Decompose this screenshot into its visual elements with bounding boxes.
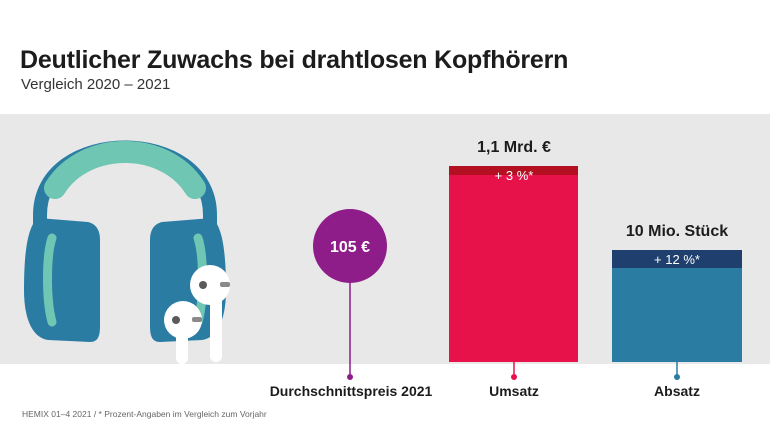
headphones-and-earbuds-icon: [24, 140, 230, 364]
price-value-label: 105 €: [330, 239, 370, 256]
category-label-2: Umsatz: [489, 383, 539, 399]
umsatz-change-label: + 3 %*: [495, 168, 534, 183]
price-stem-dot: [347, 374, 353, 380]
category-label-3: Absatz: [654, 383, 700, 399]
umsatz-value-label: 1,1 Mrd. €: [477, 139, 551, 156]
page-subtitle: Vergleich 2020 – 2021: [21, 76, 171, 93]
absatz-stem-dot: [674, 374, 680, 380]
absatz-bar: [612, 250, 742, 362]
absatz-change-segment: [612, 250, 742, 268]
price-circle: [313, 209, 387, 283]
umsatz-bar: [449, 166, 578, 362]
category-label-1: Durchschnittspreis 2021: [270, 383, 433, 399]
footnote: HEMIX 01–4 2021 / * Prozent-Angaben im V…: [22, 409, 267, 419]
umsatz-change-segment: [449, 166, 578, 175]
absatz-change-label: + 12 %*: [654, 252, 700, 267]
page-title: Deutlicher Zuwachs bei drahtlosen Kopfhö…: [20, 46, 569, 74]
absatz-value-label: 10 Mio. Stück: [626, 223, 728, 240]
umsatz-stem-dot: [511, 374, 517, 380]
